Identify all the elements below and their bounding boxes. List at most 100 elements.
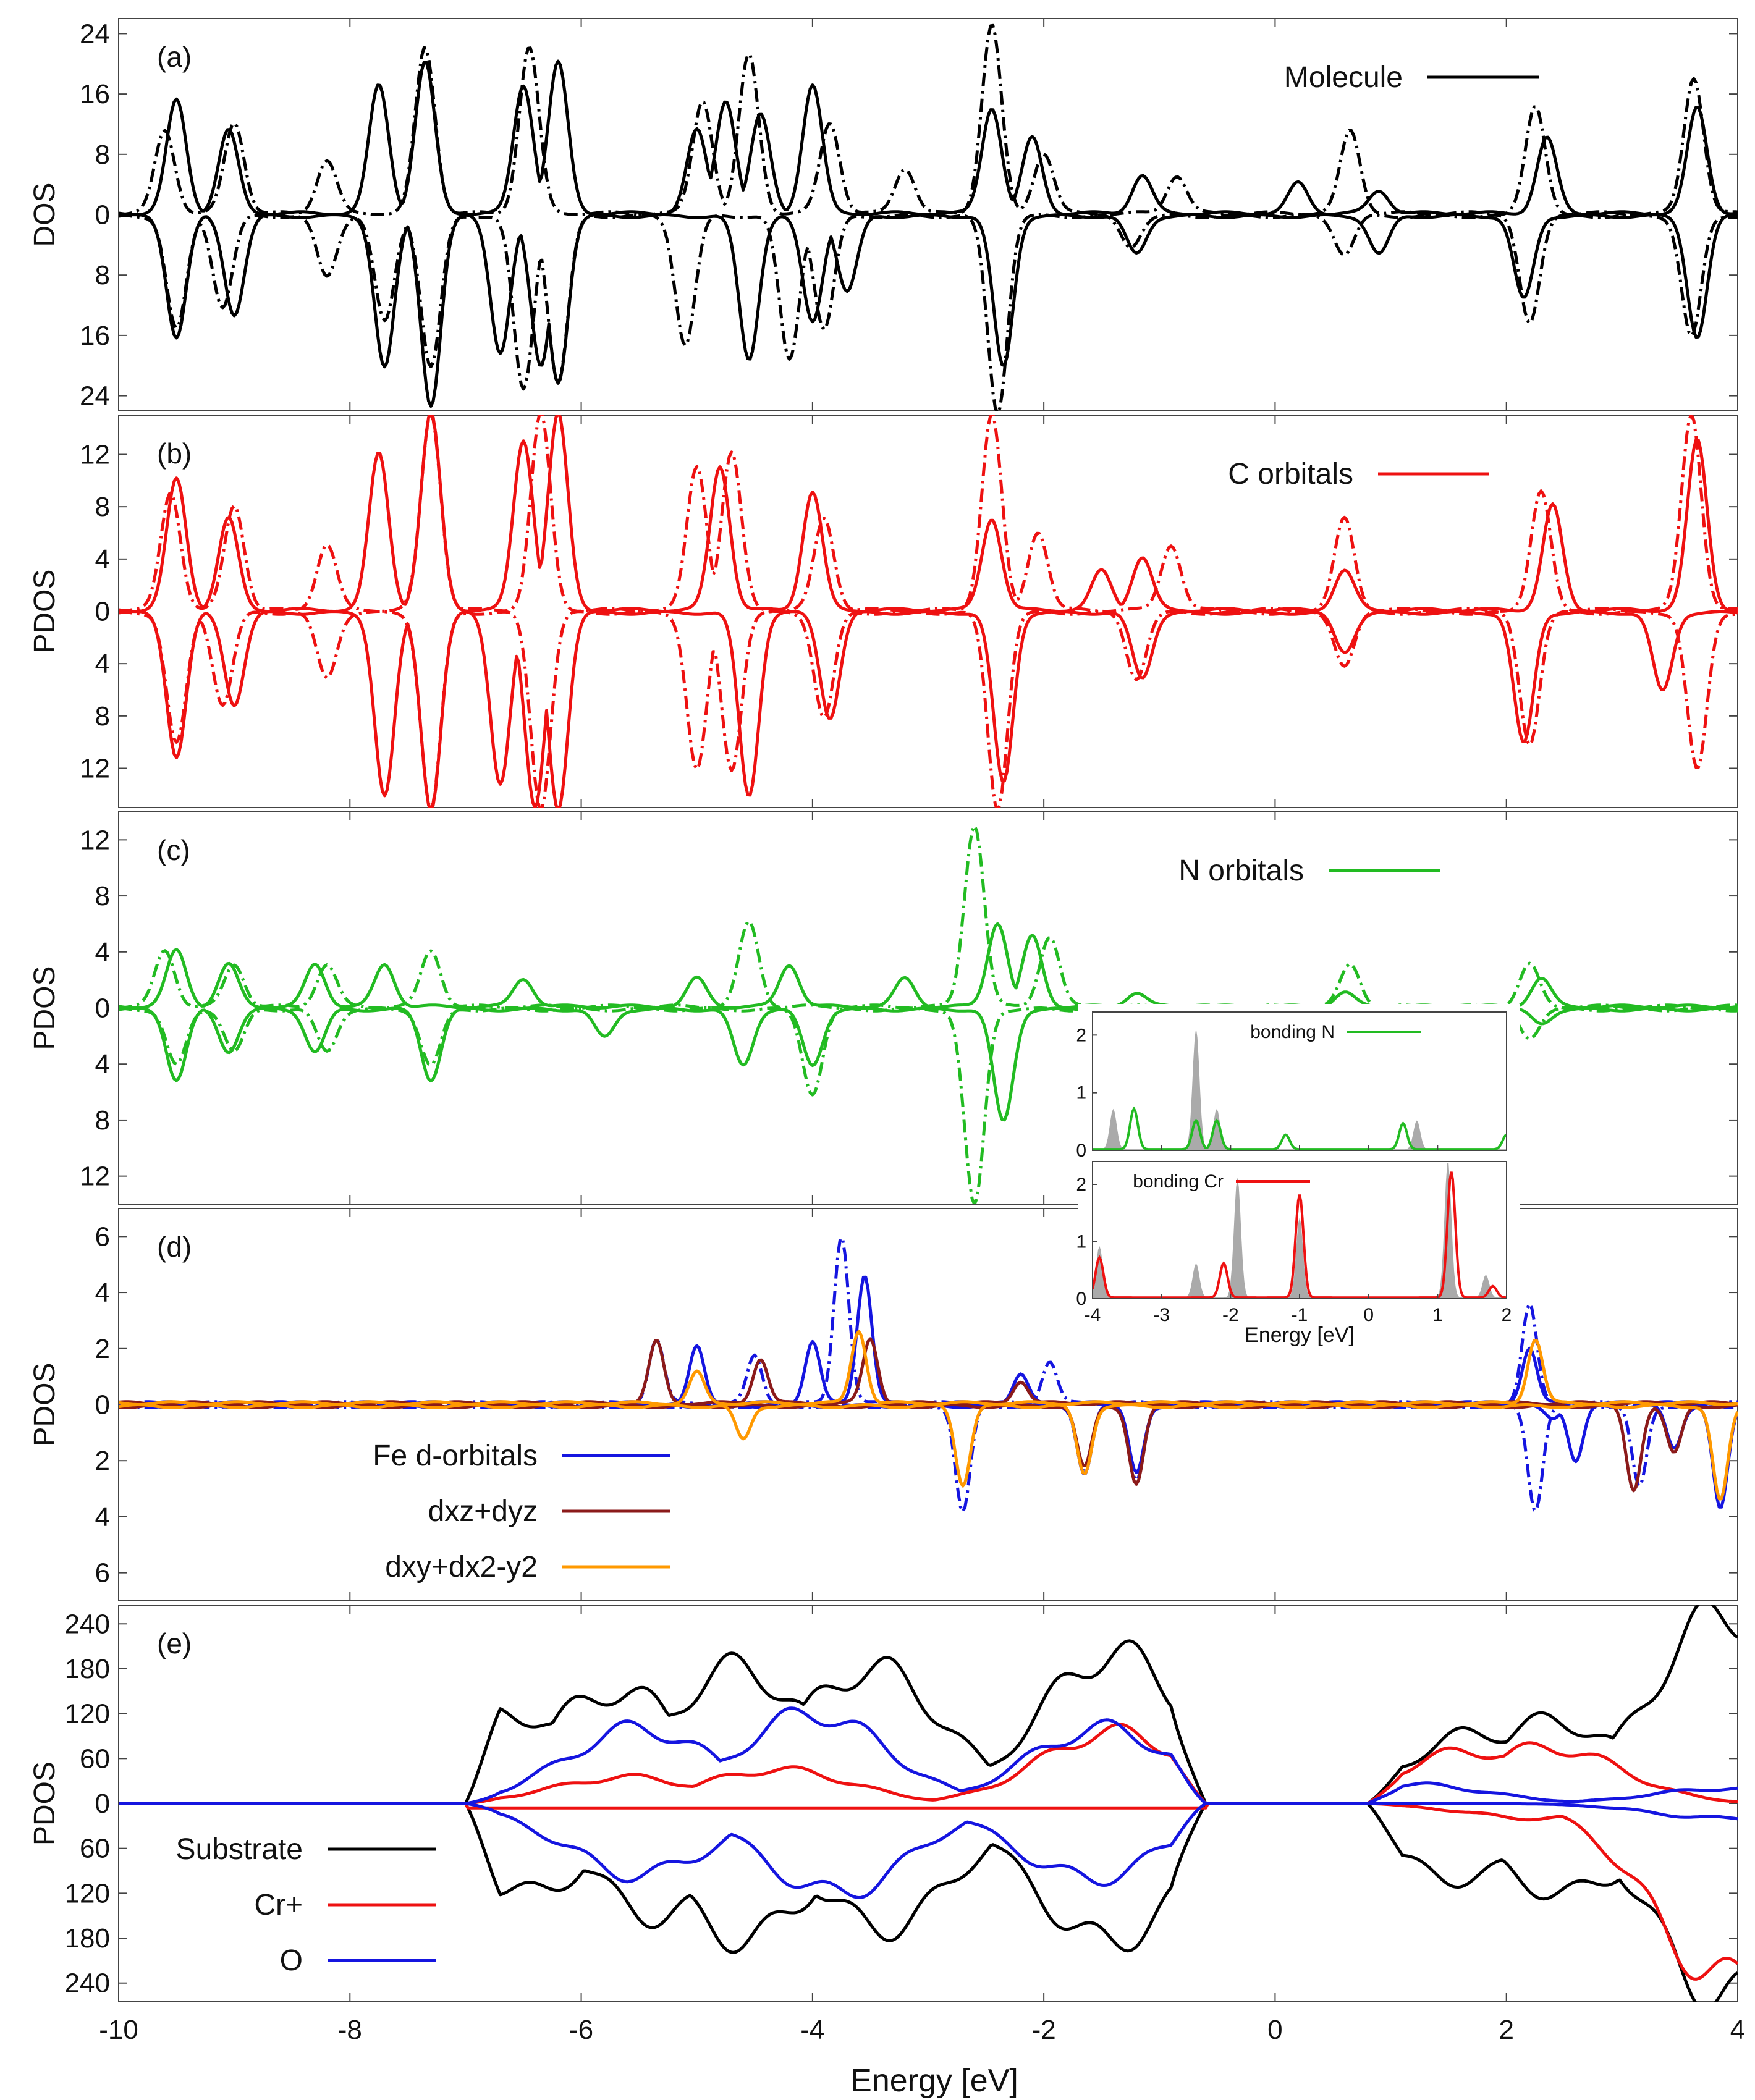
series-line-molecule-solid-down [119, 213, 1738, 408]
y-tick-label: 16 [80, 79, 110, 109]
x-tick-label: -2 [1032, 2015, 1056, 2045]
inset-filled-dos [1093, 1163, 1507, 1299]
legend-label: Fe d-orbitals [373, 1440, 538, 1472]
series-line-c-solid-down [119, 610, 1738, 808]
y-tick-label: 240 [65, 1968, 110, 1999]
series-line-molecule-solid-up [119, 59, 1738, 216]
series-line-molecule-dashed-down [119, 213, 1738, 411]
inset: 2 1 0 bonding N 2 1 0 bonding Cr -4 -3 -2 -1 0 1 2 Ener… [1076, 1004, 1520, 1350]
y-tick-label: 60 [80, 1834, 110, 1864]
inset-subplot-1: 2 1 0 bonding N [1076, 1011, 1507, 1161]
y-axis-label: PDOS [28, 1761, 61, 1845]
legend-label: C orbitals [1228, 458, 1353, 491]
y-tick-label: 4 [95, 1049, 110, 1079]
x-tick-label: 0 [1267, 2015, 1282, 2045]
legend-label: Substrate [176, 1833, 303, 1866]
series-line-substrate-down [119, 1802, 1738, 2002]
y-tick-label: 12 [80, 440, 110, 470]
inset-y-tick-label: 2 [1076, 1025, 1086, 1045]
panel-label: (e) [157, 1627, 192, 1659]
inset-x-tick-label: 2 [1502, 1305, 1512, 1325]
series-line-dxy-dx2-y2-down [119, 1403, 1738, 1501]
x-tick-label: 2 [1499, 2015, 1513, 2045]
series-line-substrate-up [119, 1605, 1738, 1805]
inset-x-tick-label: -3 [1153, 1305, 1170, 1325]
legend: Molecule [1284, 61, 1539, 94]
y-axis-label: DOS [28, 182, 61, 247]
y-tick-label: 4 [95, 937, 110, 968]
panel-a: 24 16 8 0 8 16 24 DOS (a) Molecule [28, 18, 1738, 411]
x-tick-label: 4 [1730, 2015, 1745, 2045]
inset-y-tick-label: 1 [1076, 1083, 1086, 1103]
legend-label: O [280, 1944, 303, 1977]
series-line-n-solid-up [119, 922, 1738, 1010]
y-tick-label: 4 [95, 1502, 110, 1532]
panel-label: (c) [157, 834, 190, 866]
y-tick-label: 12 [80, 825, 110, 855]
x-tick-label: -8 [338, 2015, 362, 2045]
series-line-o-down [119, 1802, 1738, 1899]
y-axis-label: PDOS [28, 569, 61, 653]
y-tick-label: 24 [80, 381, 110, 411]
series-group [119, 1237, 1738, 1514]
y-tick-label: 60 [80, 1744, 110, 1774]
y-tick-label: 8 [95, 140, 110, 170]
inset-legend-label: bonding Cr [1133, 1171, 1224, 1192]
y-tick-label: 0 [95, 597, 110, 627]
y-tick-label: 180 [65, 1654, 110, 1684]
legend-label: dxy+dx2-y2 [385, 1551, 538, 1583]
y-tick-label: 0 [95, 993, 110, 1024]
y-tick-label: 8 [95, 260, 110, 290]
legend: Substrate Cr+ O [176, 1833, 436, 1977]
panel-e: 240 180 120 60 0 60 120 180 240 PDOS (e) Substrate C… [28, 1605, 1738, 2002]
y-tick-label: 16 [80, 321, 110, 351]
series-line-n-dashed-up [119, 824, 1738, 1010]
y-tick-label: 8 [95, 492, 110, 522]
inset-y-tick-label: 1 [1076, 1232, 1086, 1252]
y-tick-label: 0 [95, 1390, 110, 1420]
legend: C orbitals [1228, 458, 1489, 491]
y-tick-label: 240 [65, 1609, 110, 1639]
inset-legend-label: bonding N [1250, 1022, 1335, 1042]
panel-label: (d) [157, 1231, 192, 1263]
series-line-c-solid-up [119, 415, 1738, 613]
y-axis-label: PDOS [28, 1362, 61, 1446]
inset-y-tick-label: 0 [1076, 1289, 1086, 1309]
panel-d: 6 4 2 0 2 4 6 PDOS (d) Fe d-orbitals dxz+dyz dxy+dx… [28, 1208, 1738, 1601]
y-tick-label: 12 [80, 1162, 110, 1192]
series-line-c-dashed-down [119, 610, 1738, 808]
x-tick-label: -4 [800, 2015, 824, 2045]
series-line-fe-solid-down [119, 1403, 1738, 1509]
inset-x-tick-label: -2 [1222, 1305, 1239, 1325]
series-group [119, 1605, 1738, 2002]
y-tick-label: 2 [95, 1334, 110, 1364]
inset-x-tick-label: -4 [1085, 1305, 1101, 1325]
legend: N orbitals [1178, 854, 1440, 887]
series-line-o-up [119, 1706, 1738, 1805]
y-tick-label: 4 [95, 649, 110, 679]
series-group [119, 23, 1738, 411]
inset-x-tick-label: -1 [1292, 1305, 1308, 1325]
y-tick-label: 6 [95, 1221, 110, 1252]
x-axis: -10 -8 -6 -4 -2 0 2 4 [99, 2015, 1745, 2045]
legend: Fe d-orbitals dxz+dyz dxy+dx2-y2 [373, 1440, 670, 1583]
series-line-fe-dashed-down [119, 1403, 1738, 1514]
legend-label: dxz+dyz [428, 1495, 538, 1528]
x-axis-label: Energy [eV] [850, 2063, 1018, 2099]
y-tick-label: 0 [95, 1789, 110, 1819]
y-tick-label: 2 [95, 1446, 110, 1476]
series-group [119, 415, 1738, 808]
y-tick-label: 6 [95, 1558, 110, 1588]
panel-label: (b) [157, 437, 192, 470]
y-tick-label: 8 [95, 1105, 110, 1136]
y-tick-label: 120 [65, 1878, 110, 1908]
series-line-dxz-dyz-down [119, 1403, 1738, 1493]
y-axis-label: PDOS [28, 966, 61, 1050]
y-tick-label: 8 [95, 701, 110, 732]
y-tick-label: 12 [80, 754, 110, 784]
legend-label: N orbitals [1178, 854, 1304, 887]
inset-y-tick-label: 2 [1076, 1174, 1086, 1195]
inset-y-tick-label: 0 [1076, 1141, 1086, 1161]
series-line-c-dashed-up [119, 415, 1738, 613]
